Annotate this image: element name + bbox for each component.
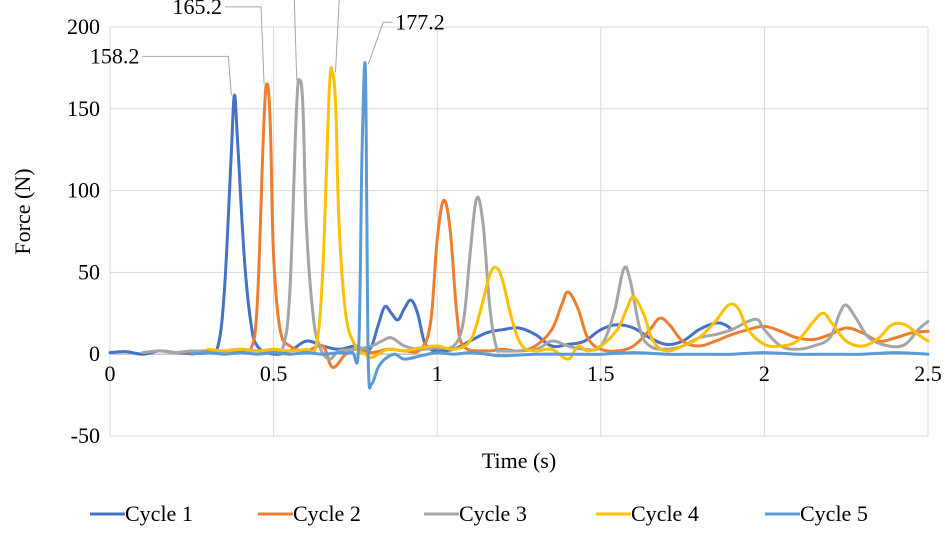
x-tick-label: 0	[105, 361, 116, 386]
y-tick-label: 0	[89, 341, 100, 366]
x-axis-title: Time (s)	[482, 448, 556, 473]
x-tick-label: 1.5	[587, 361, 615, 386]
x-tick-label: 2.5	[914, 361, 942, 386]
legend-label-cycle-3: Cycle 3	[459, 501, 527, 526]
peak-leader-line	[142, 55, 232, 96]
peak-leader-line	[293, 0, 298, 81]
y-tick-label: 200	[67, 14, 100, 39]
legend-label-cycle-5: Cycle 5	[800, 501, 868, 526]
legend-label-cycle-4: Cycle 4	[631, 501, 699, 526]
legend-label-cycle-2: Cycle 2	[293, 501, 361, 526]
x-tick-label: 2	[759, 361, 770, 386]
series-line-cycle-4	[206, 66, 930, 361]
peak-label: 165.2	[173, 0, 223, 19]
y-tick-label: -50	[71, 423, 100, 448]
y-tick-label: 50	[78, 259, 100, 284]
peak-label: 158.2	[90, 43, 140, 68]
chart-grid	[109, 26, 929, 437]
series-line-cycle-3	[141, 77, 930, 361]
y-tick-label: 100	[67, 178, 100, 203]
y-axis-title: Force (N)	[10, 168, 35, 254]
legend-label-cycle-1: Cycle 1	[125, 501, 193, 526]
series-line-cycle-1	[108, 93, 734, 356]
chart-legend: Cycle 1 Cycle 2 Cycle 3 Cycle 4 Cycle 5	[90, 501, 868, 526]
x-tick-label: 1	[432, 361, 443, 386]
chart-axes: -50 0 50 100 150 200 0 0.5 1 1.5 2 2.5	[67, 14, 942, 448]
peak-leader-line	[225, 6, 265, 84]
peak-leader-line	[334, 0, 340, 73]
y-tick-label: 150	[67, 96, 100, 121]
peak-label: 177.2	[395, 9, 445, 34]
peak-leader-line	[367, 21, 393, 65]
series-line-cycle-5	[190, 61, 930, 390]
chart-series-group	[108, 61, 930, 390]
x-tick-label: 0.5	[260, 361, 288, 386]
